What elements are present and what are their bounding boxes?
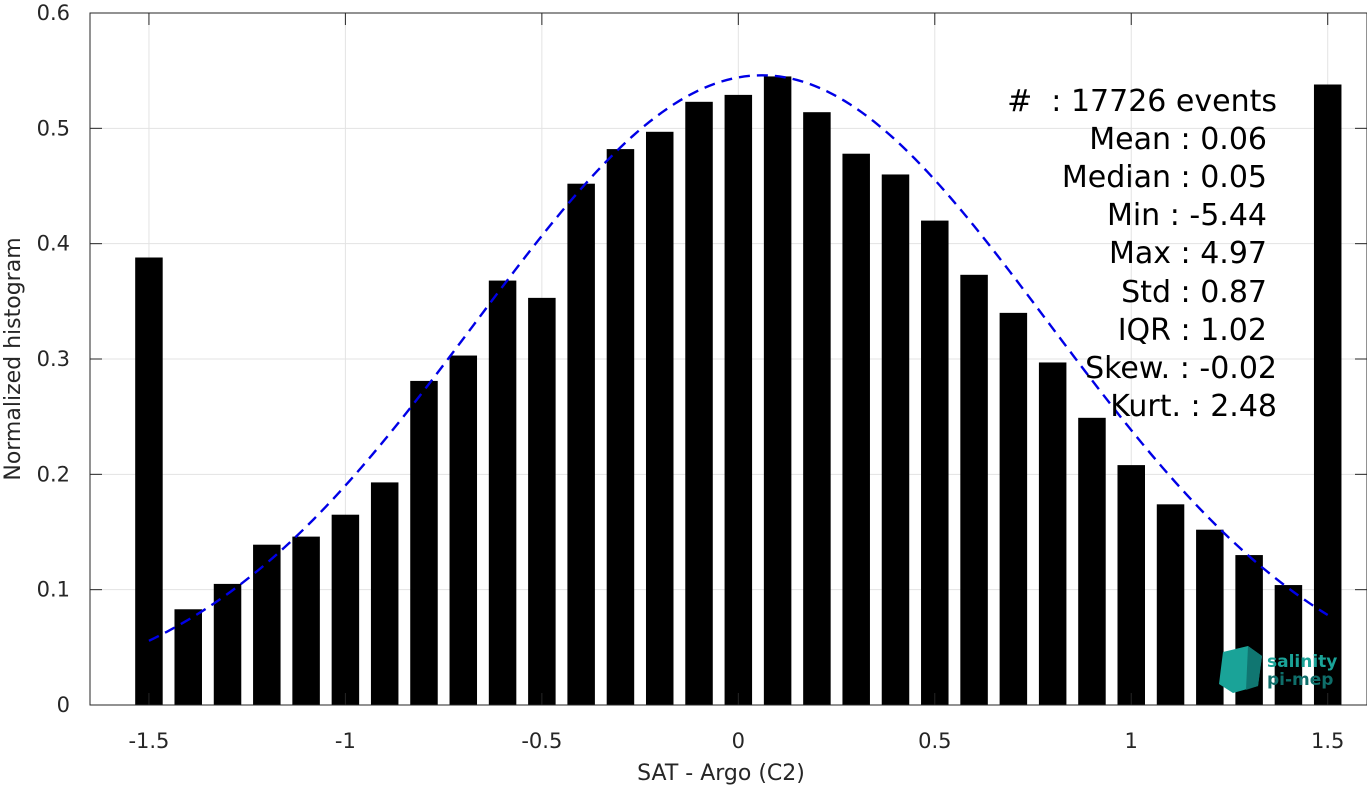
histogram-bar [724,94,753,706]
histogram-bar [1117,465,1145,705]
histogram-bars [135,76,1342,706]
histogram-bar [763,76,792,705]
y-tick-label: 0.3 [37,347,70,371]
histogram-bar [921,220,949,705]
y-tick-label: 0.6 [37,1,70,25]
stats-line-kurt: Kurt. : 2.48 [1110,389,1277,424]
histogram-bar [1274,585,1303,705]
y-axis-title: Normalized histogram [1,237,26,480]
histogram-bar [999,312,1028,705]
axis-ticks [90,12,1367,706]
histogram-bar [685,101,713,706]
histogram-bar [1156,504,1185,705]
y-tick-label: 0.4 [37,232,70,256]
histogram-bar [842,153,870,705]
x-tick-label: 0.5 [918,729,951,753]
histogram-bar [528,297,556,705]
histogram-bar [1196,529,1224,705]
histogram-bar [449,355,478,705]
histogram-bar [606,149,635,706]
histogram-bar [135,257,163,705]
histogram-bar [1038,362,1067,705]
stats-line-min: Min : -5.44 [1107,198,1267,233]
salinity-pi-mep-logo: salinity pi-mep [1219,646,1337,693]
stats-line-iqr: IQR : 1.02 [1118,313,1267,348]
y-tick-label: 0.1 [37,578,70,602]
histogram-bar [370,482,399,705]
logo-cube-shade [1246,646,1262,690]
histogram-bar [1313,84,1342,706]
stats-line-std: Std : 0.87 [1121,275,1267,310]
histogram-bar [488,280,517,705]
logo-line-2: pi-mep [1267,670,1333,690]
histogram-bar [645,131,674,705]
statistics-annotation: # : 17726 events Mean : 0.06 Median : 0.… [1007,84,1277,424]
x-tick-label: -0.5 [521,729,562,753]
y-tick-label: 0 [57,693,70,717]
y-tick-label: 0.2 [37,462,70,486]
histogram-bar [292,536,320,705]
x-tick-label: -1 [335,729,356,753]
x-tick-labels: -1.5 -1 -0.5 0 0.5 1 1.5 [128,729,1344,753]
x-tick-label: -1.5 [128,729,169,753]
histogram-bar [331,514,360,705]
histogram-bar [1078,417,1106,705]
stats-line-skew: Skew. : -0.02 [1085,351,1277,386]
stats-line-max: Max : 4.97 [1109,236,1267,271]
histogram-bar [960,274,988,705]
histogram-bar [881,174,910,705]
histogram-bar [174,609,202,705]
histogram-bar [803,112,831,706]
x-tick-label: 0 [732,729,745,753]
x-axis-title: SAT - Argo (C2) [637,761,805,786]
logo-line-1: salinity [1267,652,1337,672]
histogram-bar [253,544,281,705]
x-tick-label: 1.5 [1311,729,1344,753]
x-tick-label: 1 [1125,729,1138,753]
histogram-bar [567,183,595,705]
normal-fit-curve [148,74,1329,642]
stats-line-mean: Mean : 0.06 [1089,122,1267,157]
stats-line-events: # : 17726 events [1007,84,1277,119]
histogram-bar [410,380,438,705]
y-tick-label: 0.5 [37,116,70,140]
y-tick-labels: 0 0.1 0.2 0.3 0.4 0.5 0.6 [37,1,70,717]
stats-line-median: Median : 0.05 [1062,160,1267,195]
histogram-bar [213,583,242,705]
